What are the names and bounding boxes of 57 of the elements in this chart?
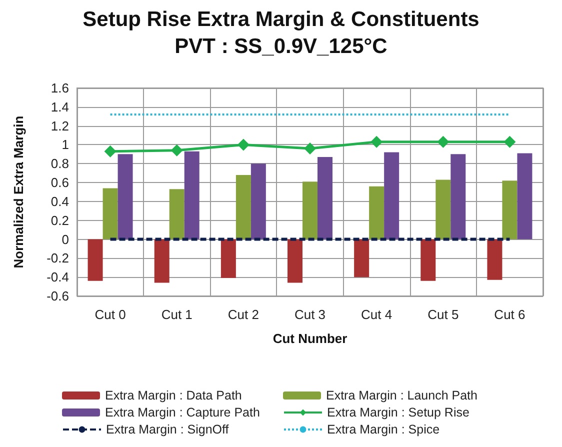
x-tick-label: Cut 6 [494,307,526,322]
x-tick-label: Cut 2 [228,307,259,322]
legend-label: Extra Margin : Launch Path [326,388,478,402]
chart-title: Setup Rise Extra Margin & Constituents [82,8,480,31]
x-tick-label: Cut 3 [294,307,326,322]
bar [302,182,318,240]
bar [288,239,302,283]
bar [318,157,332,240]
point [170,144,183,156]
y-tick-label: -0.4 [46,270,69,285]
bar [88,239,103,281]
y-tick-label: 1.6 [50,80,69,96]
bar [154,239,170,283]
x-tick-label: Cut 4 [361,307,392,322]
bar [450,154,466,240]
bar [354,239,370,278]
bar [220,239,236,278]
legend-label: Extra Margin : Setup Rise [327,406,470,420]
bar [369,186,384,240]
bar [487,239,502,280]
y-tick-label: 0.8 [50,156,69,172]
legend-label: Extra Margin : Data Path [105,388,242,402]
x-tick-label: Cut 0 [94,307,126,322]
y-tick-label: -0.6 [46,288,69,304]
y-tick-label: 1 [62,137,69,152]
y-tick-label: 0.6 [50,175,69,190]
point [370,136,383,148]
y-tick-label: 0.2 [50,212,69,228]
legend-label: Extra Margin : Spice [327,422,440,436]
point [104,145,116,158]
bar [169,189,184,240]
legend-label: Extra Margin : Capture Path [105,406,260,420]
bar [236,174,251,240]
x-tick-label: Cut 1 [161,307,192,322]
bar [436,180,451,240]
y-tick-label: 0.4 [50,194,69,209]
point [504,136,516,148]
bar [118,154,133,240]
point [304,142,316,155]
bar [184,151,200,240]
bar [420,239,436,281]
y-axis-title: Normalized Extra Margin [11,116,26,268]
point [237,138,250,151]
y-tick-label: 1.2 [50,118,69,134]
legend-label: Extra Margin : SignOff [106,422,230,436]
bar [517,153,532,240]
chart-subtitle: PVT : SS_0.9V_125°C [174,35,388,58]
y-tick-label: -0.2 [46,250,69,266]
x-axis-title: Cut Number [272,331,348,346]
y-tick-label: 0 [62,232,69,247]
bar [250,164,266,240]
bar [102,188,118,240]
point [437,136,450,148]
bar [502,180,518,240]
y-tick-label: 1.4 [50,99,69,114]
x-tick-label: Cut 5 [428,307,459,322]
bar [384,152,400,240]
